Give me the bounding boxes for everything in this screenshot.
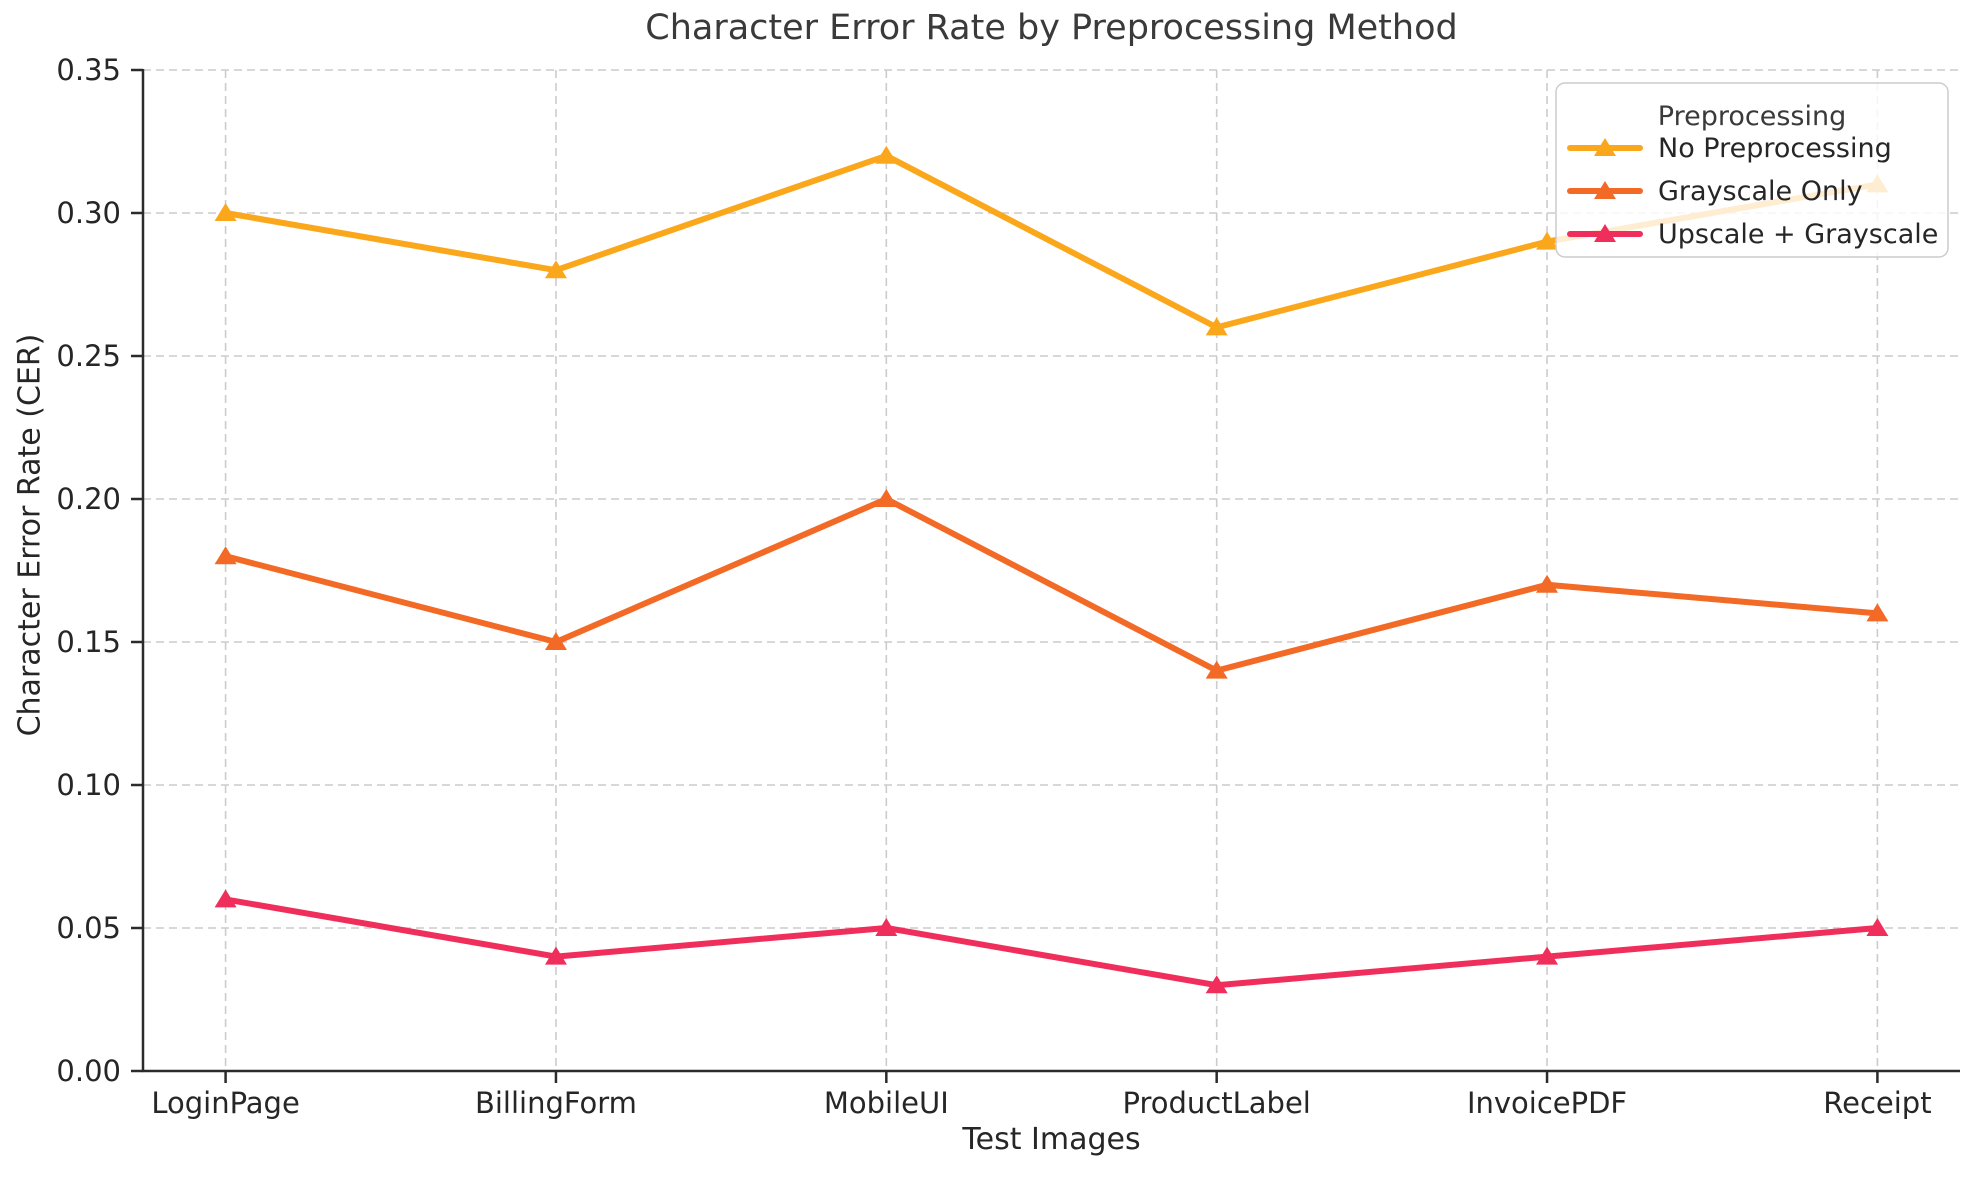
x-tick-label: LoginPage [151, 1086, 299, 1120]
legend-entry-label: Grayscale Only [1658, 176, 1863, 207]
series-1-marker-triangle [544, 632, 567, 650]
series-1-marker-triangle [214, 546, 237, 565]
x-tick-label: Receipt [1823, 1086, 1931, 1120]
legend-entry-label: Upscale + Grayscale [1658, 219, 1938, 250]
series-1-marker-triangle [1866, 603, 1889, 622]
y-tick-label: 0.05 [56, 911, 121, 945]
y-tick-label: 0.30 [56, 196, 121, 230]
legend-swatch-marker [1594, 224, 1616, 242]
series-0-marker-triangle [1205, 317, 1228, 336]
series-0-marker-triangle [1536, 231, 1559, 250]
y-tick-label: 0.15 [56, 625, 121, 659]
series-0-marker-triangle [875, 145, 898, 164]
series-0-marker-triangle [214, 203, 237, 221]
series-line-2 [222, 896, 1881, 989]
series-1-marker-triangle [875, 489, 898, 507]
x-axis-label: Test Images [962, 1122, 1141, 1157]
y-tick-label: 0.10 [56, 768, 121, 802]
series-2-marker-triangle [1536, 946, 1559, 965]
series-2-marker-triangle [875, 918, 898, 936]
legend-entry-label: No Preprocessing [1658, 133, 1892, 164]
x-tick-label: ProductLabel [1123, 1086, 1311, 1120]
legend-box [1555, 82, 1949, 258]
series-2-marker-triangle [544, 946, 567, 965]
legend-title: Preprocessing [1658, 101, 1846, 132]
legend-swatch-marker [1594, 181, 1616, 199]
series-2-marker-triangle [1866, 918, 1889, 936]
y-tick-label: 0.00 [56, 1054, 121, 1088]
series-2-marker-triangle [1205, 975, 1228, 994]
y-tick-label: 0.35 [56, 53, 121, 87]
series-1-marker-triangle [1536, 574, 1559, 593]
series-0-marker-triangle [544, 260, 567, 279]
series-2-marker-triangle [214, 889, 237, 908]
y-axis-label: Character Error Rate (CER) [12, 333, 48, 737]
x-tick-label: InvoicePDF [1467, 1086, 1627, 1120]
series-1-marker-triangle [1205, 660, 1228, 679]
chart-title: Character Error Rate by Preprocessing Me… [645, 8, 1458, 48]
y-tick-label: 0.25 [56, 339, 121, 373]
x-tick-label: MobileUI [824, 1086, 949, 1120]
x-tick-label: BillingForm [475, 1086, 637, 1120]
legend-swatch-marker [1594, 138, 1616, 156]
y-tick-label: 0.20 [56, 482, 121, 516]
series-line-1 [222, 496, 1881, 674]
